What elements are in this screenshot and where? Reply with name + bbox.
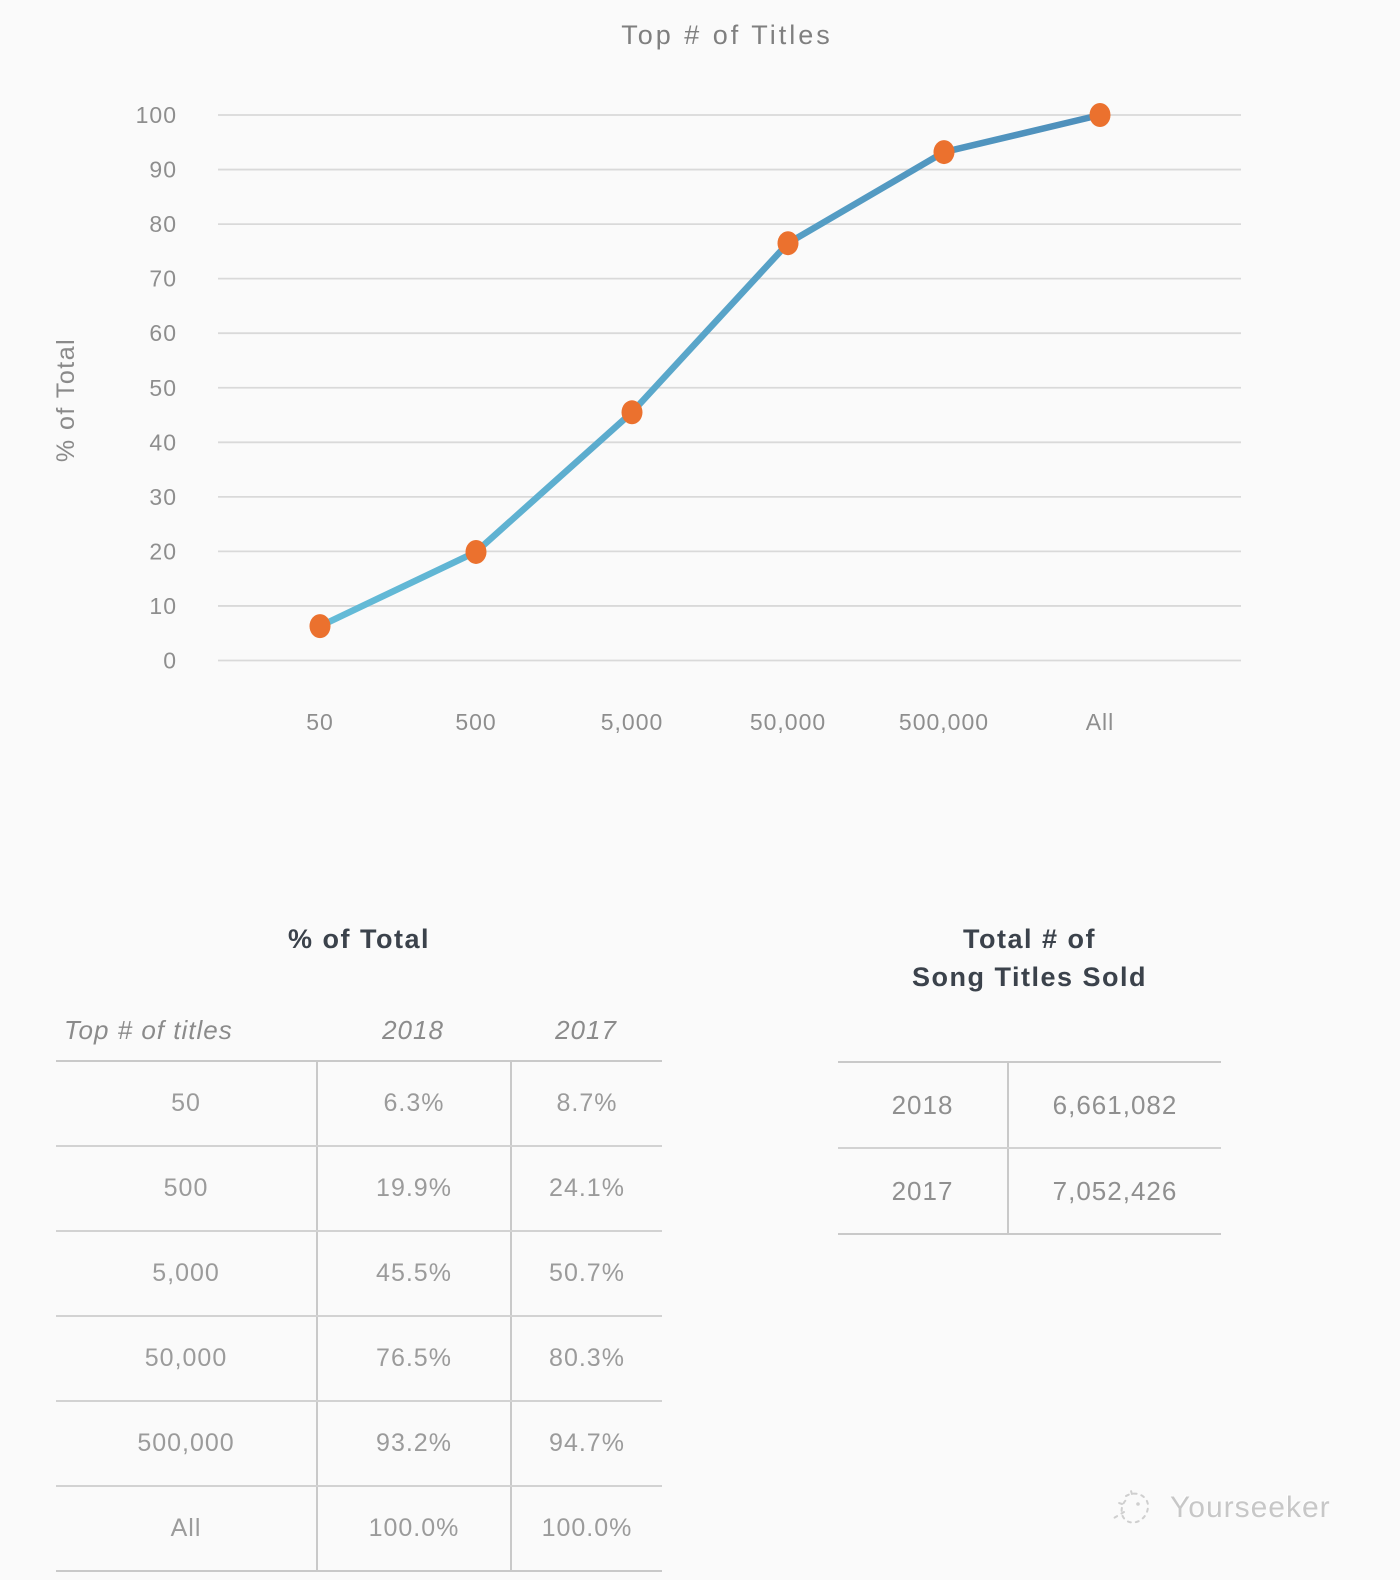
yourseeker-logo-icon	[1113, 1487, 1150, 1524]
chart-title: Top # of Titles	[621, 20, 833, 50]
titles-sold-value: 6,661,082	[1007, 1063, 1221, 1147]
value-2018: 6.3%	[316, 1062, 510, 1145]
data-point-marker	[309, 614, 331, 639]
table-row: 500 19.9% 24.1%	[56, 1145, 662, 1230]
y-tick-label: 60	[149, 320, 177, 346]
x-tick-label: 50,000	[750, 709, 826, 735]
data-point-marker	[621, 400, 643, 425]
x-tick-label: All	[1086, 709, 1115, 735]
table-row: 2018 6,661,082	[838, 1063, 1221, 1147]
data-point-marker	[465, 539, 487, 564]
percent-table-header: Top # of titles 2018 2017	[56, 1000, 662, 1060]
titles-sold-value: 7,052,426	[1007, 1149, 1221, 1233]
y-tick-label: 50	[149, 375, 177, 401]
value-2017: 8.7%	[510, 1062, 662, 1145]
value-2017: 80.3%	[510, 1317, 662, 1400]
y-tick-label: 10	[149, 593, 177, 619]
x-tick-label: 500	[455, 709, 496, 735]
titles-sold-table: 2018 6,661,082 2017 7,052,426	[838, 1061, 1221, 1235]
y-tick-label: 20	[149, 538, 177, 564]
value-2017: 100.0%	[510, 1487, 662, 1570]
brand-watermark: Yourseeker	[1108, 1478, 1368, 1538]
value-2017: 24.1%	[510, 1147, 662, 1230]
data-point-marker	[933, 140, 955, 165]
header-top-number-of-titles: Top # of titles	[64, 1014, 233, 1045]
percent-table-title: % of Total	[288, 924, 430, 954]
row-label: All	[170, 1514, 202, 1542]
titles-sold-title-line2: Song Titles Sold	[911, 962, 1148, 992]
row-label: 50,000	[144, 1344, 228, 1372]
row-label: 500,000	[137, 1429, 235, 1457]
value-2018: 76.5%	[316, 1317, 510, 1400]
y-tick-label: 100	[136, 102, 177, 128]
table-row: 500,000 93.2% 94.7%	[56, 1400, 662, 1485]
row-label: 5,000	[152, 1259, 220, 1287]
percent-of-total-table: Top # of titles 2018 2017 50 6.3% 8.7% 5…	[56, 1000, 662, 1572]
data-point-marker	[777, 231, 799, 256]
value-2018: 93.2%	[316, 1402, 510, 1485]
titles-sold-table-title: Total # of Song Titles Sold	[838, 920, 1221, 996]
y-tick-label: 30	[149, 484, 177, 510]
percent-table-body: 50 6.3% 8.7% 500 19.9% 24.1% 5,000 45.5%…	[56, 1060, 662, 1572]
table-row: 2017 7,052,426	[838, 1147, 1221, 1233]
row-label: 500	[163, 1174, 209, 1202]
y-tick-label: 0	[163, 648, 177, 674]
table-row: All 100.0% 100.0%	[56, 1485, 662, 1570]
y-axis-title: % of Total	[52, 338, 80, 462]
year-label: 2018	[891, 1089, 954, 1120]
y-tick-label: 70	[149, 266, 177, 292]
y-tick-label: 40	[149, 429, 177, 455]
x-tick-label: 50	[306, 709, 334, 735]
header-2018: 2018	[382, 1014, 444, 1045]
table-row: 5,000 45.5% 50.7%	[56, 1230, 662, 1315]
data-point-marker	[1089, 103, 1111, 127]
table-row: 50 6.3% 8.7%	[56, 1062, 662, 1145]
table-row: 50,000 76.5% 80.3%	[56, 1315, 662, 1400]
titles-sold-table-body: 2018 6,661,082 2017 7,052,426	[838, 1061, 1221, 1235]
header-2017: 2017	[555, 1014, 617, 1045]
x-tick-label: 5,000	[601, 709, 664, 735]
brand-name: Yourseeker	[1170, 1491, 1331, 1524]
value-2018: 19.9%	[316, 1147, 510, 1230]
top-titles-line-chart: 0 10 20 30 40 50 60 70 80 90 100 50 500 5,000 50,000 50…	[52, 20, 1241, 735]
titles-sold-title-line1: Total # of	[963, 924, 1096, 954]
y-tick-label: 80	[149, 211, 177, 237]
x-tick-label: 500,000	[899, 709, 989, 735]
y-tick-label: 90	[149, 157, 177, 183]
value-2018: 100.0%	[316, 1487, 510, 1570]
value-2017: 50.7%	[510, 1232, 662, 1315]
value-2017: 94.7%	[510, 1402, 662, 1485]
series-line-2018	[316, 111, 1104, 630]
year-label: 2017	[891, 1175, 954, 1206]
value-2018: 45.5%	[316, 1232, 510, 1315]
row-label: 50	[171, 1089, 201, 1117]
